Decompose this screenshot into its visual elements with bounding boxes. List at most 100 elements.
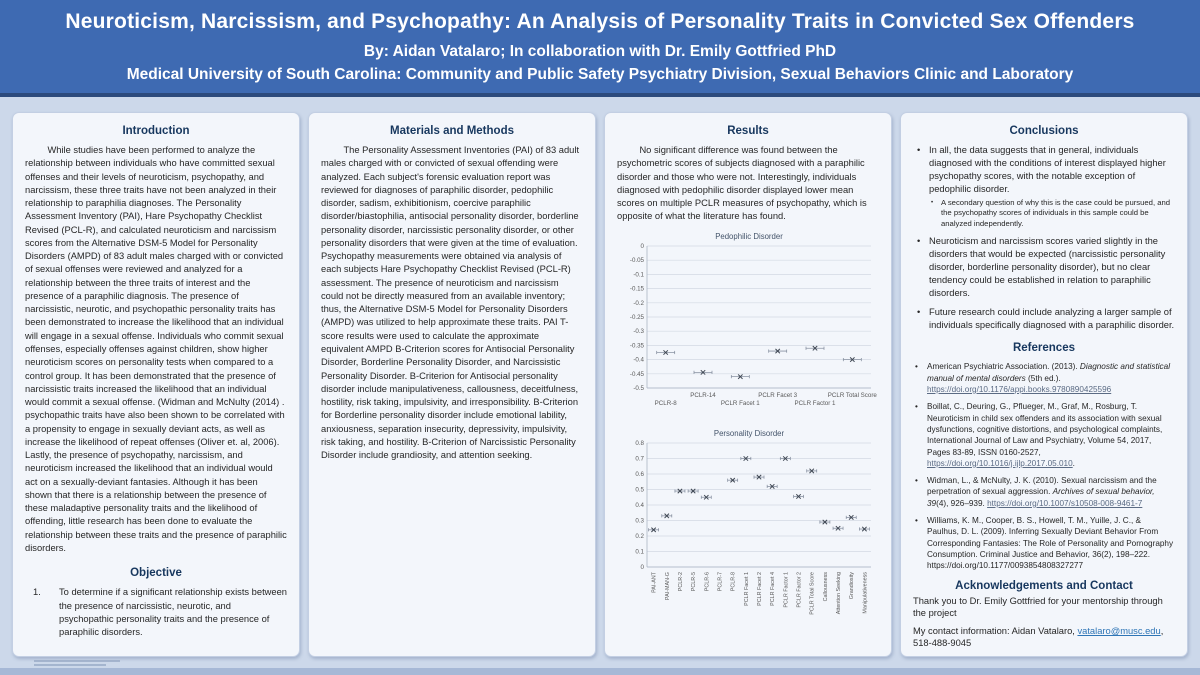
contact-email-link[interactable]: vatalaro@musc.edu	[1077, 625, 1161, 636]
svg-text:PCLR-6: PCLR-6	[704, 572, 710, 591]
reference-item: American Psychiatric Association. (2013)…	[913, 361, 1175, 395]
contact-prefix: My contact information: Aidan Vatalaro,	[913, 625, 1078, 636]
poster-body: Introduction While studies have been per…	[0, 97, 1200, 657]
svg-text:PCLR-8: PCLR-8	[731, 572, 737, 591]
svg-text:-0.15: -0.15	[630, 285, 645, 292]
results-body: No significant difference was found betw…	[617, 145, 867, 222]
svg-text:-0.25: -0.25	[630, 314, 645, 321]
contact-line: My contact information: Aidan Vatalaro, …	[913, 625, 1175, 650]
svg-text:Grandiosity: Grandiosity	[849, 571, 855, 599]
svg-text:0.4: 0.4	[635, 502, 644, 509]
svg-text:0.7: 0.7	[635, 455, 644, 462]
conclusion-bullet: Neuroticism and narcissism scores varied…	[913, 235, 1175, 300]
svg-text:-0.2: -0.2	[633, 299, 644, 306]
objective-item: 1. To determine if a significant relatio…	[25, 586, 287, 639]
introduction-heading: Introduction	[122, 125, 190, 137]
conclusion-sub-bullet: A secondary question of why this is the …	[929, 198, 1175, 228]
svg-text:PCLR Factor 1: PCLR Factor 1	[783, 572, 789, 608]
svg-text:PCLR-5: PCLR-5	[691, 572, 697, 591]
objective-list: 1. To determine if a significant relatio…	[25, 586, 287, 639]
conclusions-panel: Conclusions In all, the data suggests th…	[900, 112, 1188, 657]
svg-text:-0.3: -0.3	[633, 328, 644, 335]
contact-phone: , 518-488-9045	[913, 625, 1164, 649]
svg-text:0.1: 0.1	[635, 548, 644, 555]
svg-text:-0.45: -0.45	[630, 370, 645, 377]
svg-text:0.3: 0.3	[635, 517, 644, 524]
svg-text:-0.05: -0.05	[630, 257, 645, 264]
poster-affiliation: Medical University of South Carolina: Co…	[126, 66, 1074, 83]
references-heading: References	[1012, 342, 1075, 355]
objective-heading: Objective	[130, 567, 182, 580]
svg-text:PCLR Total Score: PCLR Total Score	[828, 392, 878, 399]
pedophilic-disorder-chart: Pedophilic Disorder -0.5 -0.45 -0.4 -0.35 -0.…	[617, 230, 879, 421]
reference-item: Boillat, C., Deuring, G., Pflueger, M., …	[913, 401, 1175, 469]
conclusion-bullet: In all, the data suggests that in genera…	[913, 144, 1175, 229]
svg-text:PCLR-2: PCLR-2	[678, 572, 684, 591]
svg-text:PCLR Facet 1: PCLR Facet 1	[721, 400, 760, 407]
poster-title: Neuroticism, Narcissism, and Psychopathy…	[65, 10, 1135, 33]
reference-text-segment: Diagnostic and statistical manual of men…	[927, 362, 1171, 383]
svg-text:PAI-MAN-G: PAI-MAN-G	[665, 572, 671, 600]
svg-text:PCLR Facet 3: PCLR Facet 3	[758, 392, 797, 399]
svg-text:PCLR Facet 2: PCLR Facet 2	[757, 572, 763, 606]
conclusions-list: In all, the data suggests that in genera…	[913, 144, 1175, 332]
svg-text:0.5: 0.5	[635, 486, 644, 493]
reference-text-segment: .	[1072, 458, 1075, 468]
conclusions-sub-list: A secondary question of why this is the …	[929, 198, 1175, 228]
svg-text:Manipulativeness: Manipulativeness	[862, 571, 868, 613]
results-panel: Results No significant difference was fo…	[604, 112, 892, 657]
svg-text:PCLR Total Score: PCLR Total Score	[810, 572, 816, 615]
reference-text-segment: Williams, K. M., Cooper, B. S., Howell, …	[927, 516, 1174, 571]
svg-text:-0.35: -0.35	[630, 342, 645, 349]
svg-text:Personality Disorder: Personality Disorder	[714, 429, 785, 438]
methods-heading: Materials and Methods	[390, 125, 514, 137]
svg-text:PCLR Factor 1: PCLR Factor 1	[795, 400, 836, 407]
reference-item: Williams, K. M., Cooper, B. S., Howell, …	[913, 515, 1175, 572]
svg-text:PCLR Facet 4: PCLR Facet 4	[770, 572, 776, 606]
objective-item-text: To determine if a significant relationsh…	[59, 587, 288, 638]
svg-text:PCLR Factor 2: PCLR Factor 2	[797, 572, 803, 608]
introduction-panel: Introduction While studies have been per…	[12, 112, 300, 657]
acknowledgements-heading: Acknowledgements and Contact	[955, 579, 1133, 592]
svg-text:Pedophilic Disorder: Pedophilic Disorder	[715, 232, 783, 241]
reference-doi-link[interactable]: https://doi.org/10.1016/j.ijlp.2017.05.0…	[927, 458, 1073, 468]
methods-body: The Personality Assessment Inventories (…	[321, 145, 580, 461]
reference-text-segment: Boillat, C., Deuring, G., Pflueger, M., …	[927, 402, 1163, 457]
conclusion-bullet-text: In all, the data suggests that in genera…	[929, 145, 1166, 195]
svg-text:PCLR-7: PCLR-7	[717, 572, 723, 591]
results-heading: Results	[727, 125, 769, 137]
reference-text-segment: Archives of sexual behavior, 39	[927, 487, 1155, 508]
acknowledgements-line: Thank you to Dr. Emily Gottfried for you…	[913, 595, 1163, 619]
svg-text:Callousness: Callousness	[823, 571, 829, 601]
svg-text:0.8: 0.8	[635, 440, 644, 447]
svg-text:0: 0	[641, 564, 645, 571]
methods-panel: Materials and Methods The Personality As…	[308, 112, 596, 657]
personality-disorder-chart: Personality Disorder 0 0.1 0.2 0.3 0.4 0.5 0.6 0…	[617, 427, 879, 628]
svg-text:0: 0	[641, 243, 645, 250]
conclusions-heading: Conclusions	[1009, 125, 1079, 137]
reference-text-segment: Widman, L., & McNulty, J. K. (2010). Sex…	[927, 476, 1157, 497]
svg-text:0.6: 0.6	[635, 471, 644, 478]
reference-doi-link[interactable]: https://doi.org/10.1007/s10508-008-9461-…	[987, 498, 1143, 508]
poster-header: Neuroticism, Narcissism, and Psychopathy…	[0, 0, 1200, 97]
introduction-body: While studies have been performed to ana…	[25, 145, 287, 553]
conclusion-bullet: Future research could include analyzing …	[913, 306, 1175, 332]
reference-text-segment: American Psychiatric Association. (2013)…	[927, 362, 1080, 372]
svg-text:-0.5: -0.5	[633, 385, 644, 392]
reference-item: Widman, L., & McNulty, J. K. (2010). Sex…	[913, 475, 1175, 509]
svg-text:PCLR Facet 1: PCLR Facet 1	[744, 572, 750, 606]
poster-byline: By: Aidan Vatalaro; In collaboration wit…	[363, 43, 837, 60]
svg-text:PCLR-8: PCLR-8	[655, 400, 678, 407]
fine-print-lines	[34, 660, 120, 668]
svg-text:PAI-ANT: PAI-ANT	[652, 571, 658, 593]
reference-text-segment: (4), 926–939.	[936, 498, 988, 508]
reference-doi-link[interactable]: https://doi.org/10.1176/appi.books.97808…	[927, 384, 1112, 394]
svg-text:Attention Seeking: Attention Seeking	[836, 572, 842, 614]
svg-text:-0.4: -0.4	[633, 356, 644, 363]
objective-item-number: 1.	[33, 587, 41, 598]
svg-text:-0.1: -0.1	[633, 271, 644, 278]
svg-text:PCLR-14: PCLR-14	[690, 392, 716, 399]
svg-text:0.2: 0.2	[635, 533, 644, 540]
reference-text-segment: (5th ed.).	[1025, 373, 1061, 383]
references-list: American Psychiatric Association. (2013)…	[913, 361, 1175, 571]
